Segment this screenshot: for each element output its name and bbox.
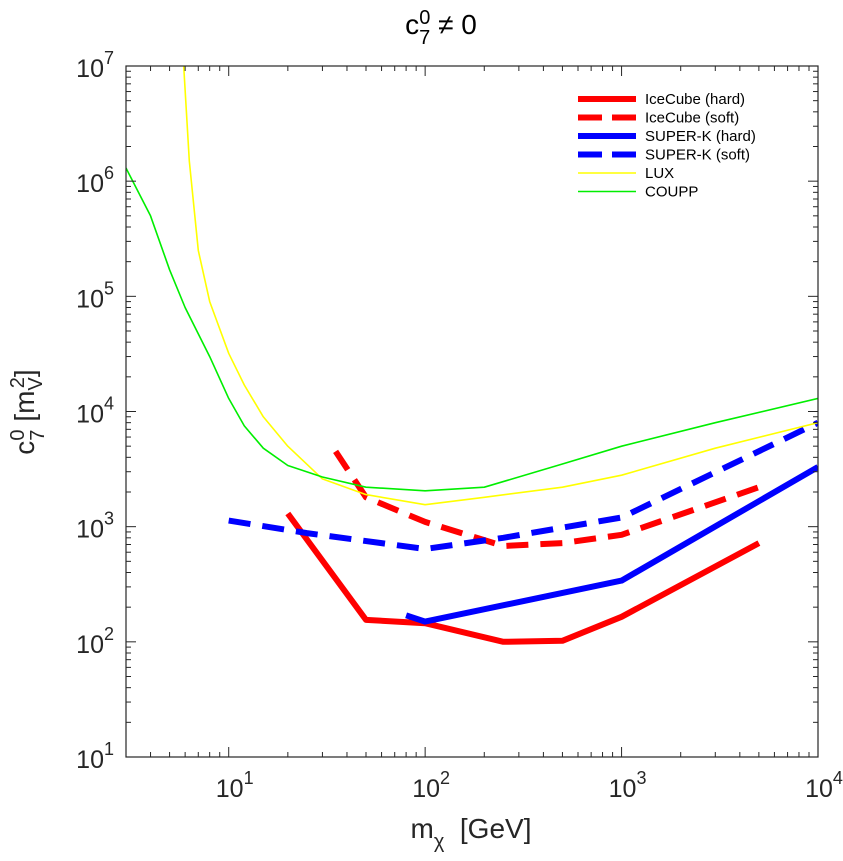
legend: IceCube (hard) IceCube (soft)SUPER-K (har… [578, 91, 756, 201]
axes-layer: 101 102 103 104 101 102 103 104 105 106 107 [76, 48, 843, 803]
y-tick-label: 104 [76, 394, 114, 429]
legend-label: IceCube (hard) [645, 91, 745, 108]
legend-label: SUPER-K (hard) [645, 128, 756, 145]
x-tick-label: 101 [216, 768, 254, 803]
series-group [126, 66, 818, 645]
series-line-super-k-hard [405, 464, 818, 625]
series-line-icecube-hard [285, 511, 761, 645]
y-axis-label: c70 [mV2] [7, 369, 49, 454]
y-tick-label: 103 [76, 509, 114, 544]
x-tick-label: 102 [412, 768, 450, 803]
series-layer [126, 66, 818, 645]
legend-label: LUX [645, 165, 674, 182]
y-tick-label: 102 [76, 624, 114, 659]
x-tick-label: 104 [805, 768, 843, 803]
y-tick-label: 106 [76, 163, 114, 198]
x-axis-label: mχ [GeV] [411, 813, 532, 853]
series-line-super-k-soft [228, 419, 818, 552]
x-tick-label: 103 [609, 768, 647, 803]
plot-frame [125, 65, 819, 758]
y-tick-label: 105 [76, 278, 114, 313]
legend-label: IceCube (soft) [645, 110, 739, 127]
y-tick-label: 107 [76, 48, 114, 83]
chart-title: c70 ≠ 0 [405, 7, 477, 49]
series-line-coupp [126, 167, 818, 492]
legend-label: COUPP [645, 184, 698, 201]
legend-label: SUPER-K (soft) [645, 147, 750, 164]
y-tick-label: 101 [76, 739, 114, 774]
series-line-lux [182, 66, 818, 506]
series-line-icecube-soft [333, 449, 760, 549]
